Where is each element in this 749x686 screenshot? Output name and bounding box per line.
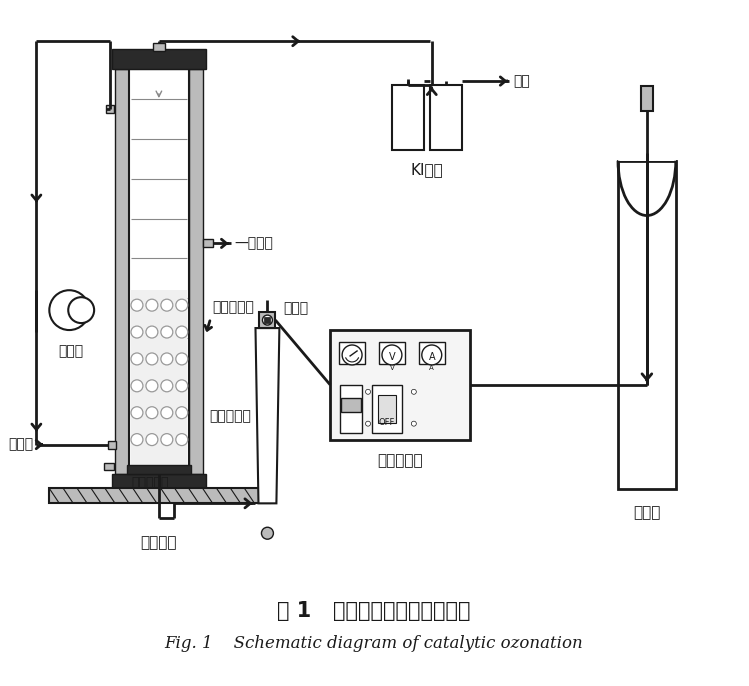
Bar (131, 290, 187, 464)
Bar (112, 49, 206, 69)
Text: 三通阀: 三通阀 (283, 301, 309, 315)
Circle shape (131, 299, 143, 311)
Circle shape (366, 390, 371, 394)
Circle shape (176, 434, 188, 446)
Text: 内回流: 内回流 (8, 438, 34, 451)
Text: 反应装置: 反应装置 (141, 535, 177, 550)
Circle shape (146, 434, 158, 446)
Polygon shape (255, 328, 279, 504)
Circle shape (342, 345, 362, 365)
Circle shape (411, 390, 416, 394)
Bar (618, 161, 676, 489)
Bar (127, 464, 191, 475)
Circle shape (176, 380, 188, 392)
Circle shape (146, 407, 158, 418)
Text: V: V (389, 352, 395, 362)
Circle shape (161, 299, 173, 311)
Bar (129, 69, 189, 475)
Text: V: V (389, 365, 394, 371)
Text: 氧气瓶: 氧气瓶 (633, 506, 661, 521)
Text: 回流泵: 回流泵 (58, 344, 84, 358)
Bar (392, 85, 424, 150)
Bar (259, 312, 276, 328)
Text: 臭氧催化剂: 臭氧催化剂 (213, 300, 255, 314)
Circle shape (161, 380, 173, 392)
Circle shape (366, 421, 371, 426)
Bar (104, 462, 114, 471)
Circle shape (176, 299, 188, 311)
Circle shape (176, 326, 188, 338)
Circle shape (131, 407, 143, 418)
Circle shape (68, 297, 94, 323)
Circle shape (49, 290, 89, 330)
Circle shape (262, 315, 273, 325)
Text: 转子流量计: 转子流量计 (210, 409, 252, 423)
Text: A: A (428, 352, 435, 362)
Text: Fig. 1    Schematic diagram of catalytic ozonation: Fig. 1 Schematic diagram of catalytic oz… (165, 635, 583, 652)
Circle shape (382, 345, 402, 365)
Bar (339, 342, 365, 364)
Bar (49, 488, 270, 504)
Circle shape (161, 353, 173, 365)
Circle shape (146, 380, 158, 392)
Circle shape (176, 353, 188, 365)
Text: KI溶液: KI溶液 (410, 162, 443, 177)
Circle shape (161, 434, 173, 446)
Text: —取样口: —取样口 (234, 237, 273, 250)
Circle shape (411, 421, 416, 426)
Text: 刘玉曝气盘: 刘玉曝气盘 (131, 477, 169, 489)
Circle shape (161, 407, 173, 418)
Bar (330, 330, 470, 440)
Bar (189, 69, 203, 475)
Circle shape (261, 528, 273, 539)
Text: 图 1   臭氧催化氧化实验装置图: 图 1 臭氧催化氧化实验装置图 (277, 601, 471, 621)
Circle shape (131, 380, 143, 392)
Circle shape (176, 407, 188, 418)
Circle shape (161, 326, 173, 338)
Circle shape (146, 299, 158, 311)
Bar (112, 475, 206, 488)
Text: 尾气: 尾气 (513, 74, 530, 88)
Bar (203, 239, 213, 248)
Bar (379, 342, 405, 364)
Text: OFF: OFF (379, 418, 395, 427)
Bar (153, 43, 165, 51)
Bar (419, 342, 445, 364)
Bar (108, 440, 116, 449)
Bar (106, 105, 114, 113)
Text: A: A (429, 365, 434, 371)
Bar (641, 86, 653, 111)
Bar (115, 69, 129, 475)
Circle shape (146, 326, 158, 338)
Circle shape (131, 326, 143, 338)
Circle shape (422, 345, 442, 365)
Circle shape (131, 353, 143, 365)
Bar (340, 385, 362, 433)
Circle shape (131, 434, 143, 446)
Bar (264, 317, 270, 323)
Text: 臭氧发生器: 臭氧发生器 (377, 453, 422, 469)
Bar (341, 398, 361, 412)
Bar (378, 394, 396, 423)
Polygon shape (618, 158, 676, 161)
Circle shape (146, 353, 158, 365)
Bar (430, 85, 461, 150)
Bar (372, 385, 402, 433)
